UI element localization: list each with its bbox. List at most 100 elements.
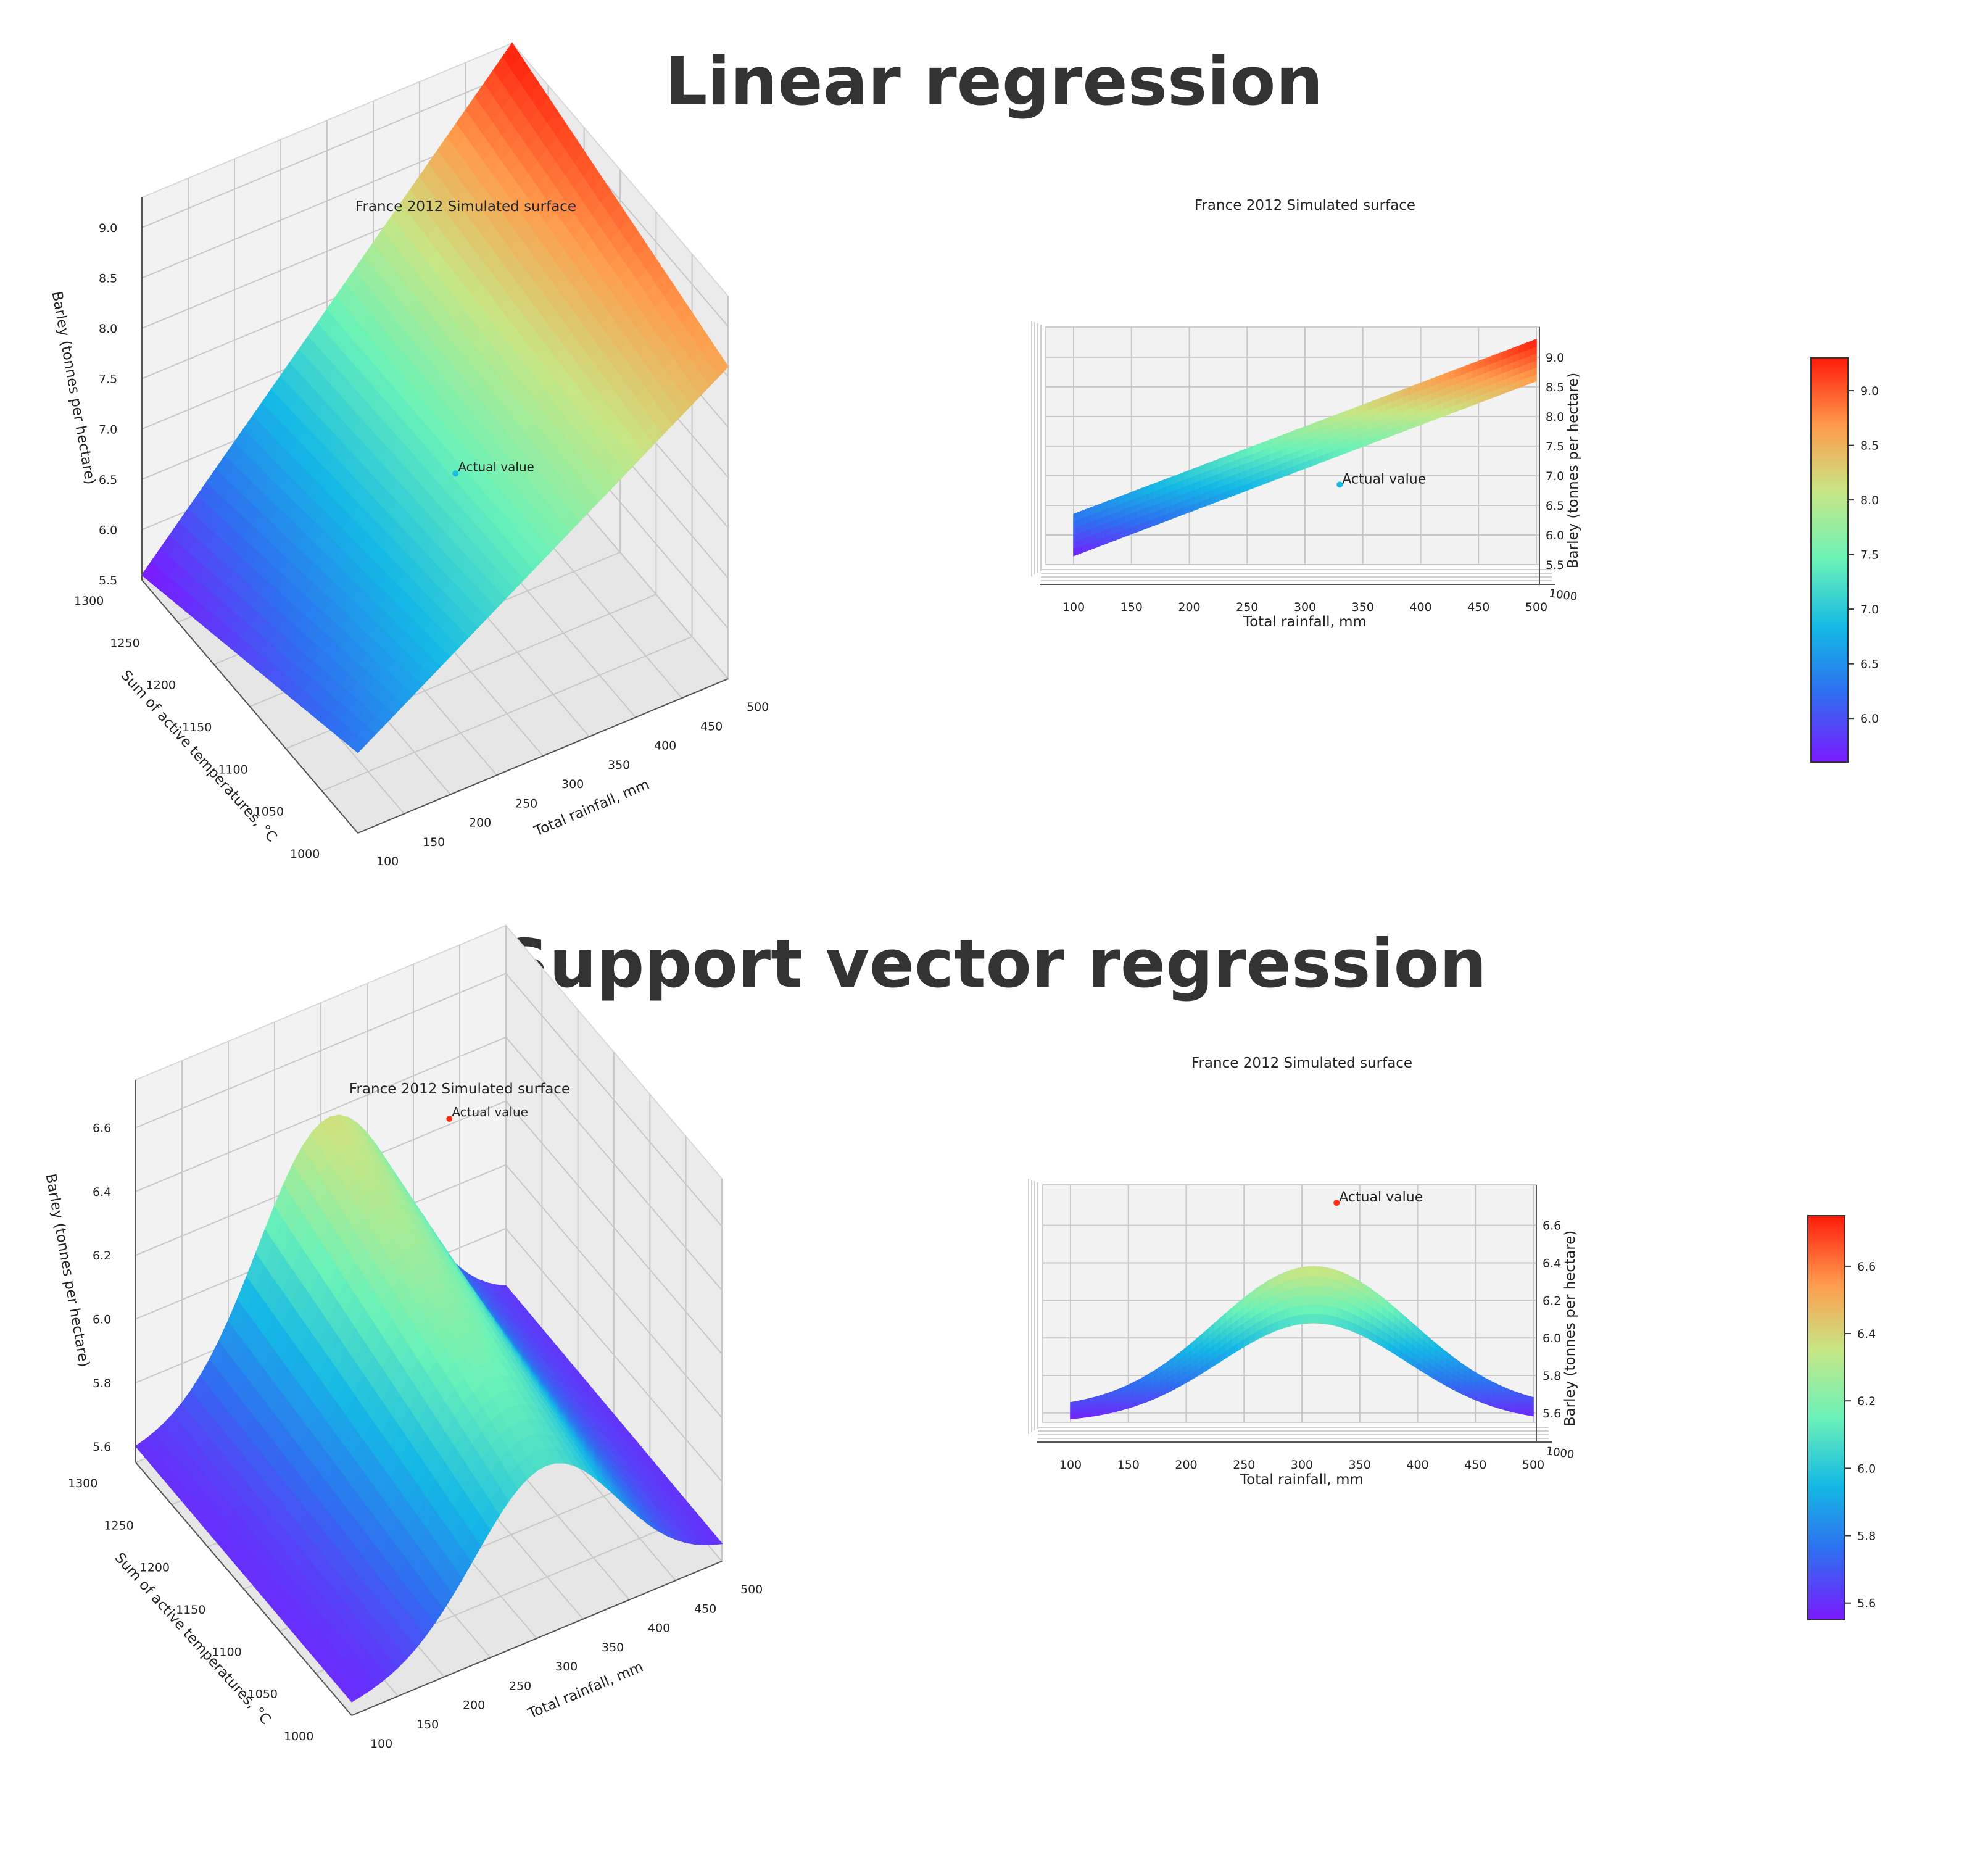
band-facet bbox=[1310, 421, 1317, 433]
panel-title: France 2012 Simulated surface bbox=[355, 199, 576, 215]
wall-grid-z bbox=[505, 1164, 723, 1419]
band-facet bbox=[1307, 1294, 1314, 1305]
x-tick-label: 350 bbox=[602, 1641, 624, 1654]
side-panel-3: 100 150 200 250 300 350 400 450 500 5.6 5.8 6.0 6.2 6… bbox=[1028, 1055, 1876, 1620]
colorbar-tick-label: 6.6 bbox=[1857, 1260, 1876, 1274]
band-facet bbox=[1333, 413, 1340, 424]
band-facet bbox=[1391, 391, 1398, 402]
band-facet bbox=[1295, 1313, 1303, 1325]
y-tick-label: 1000 bbox=[284, 1730, 313, 1743]
band-facet bbox=[1313, 1294, 1320, 1305]
x-tick-label: 250 bbox=[1236, 600, 1258, 614]
band-facet bbox=[1301, 1266, 1309, 1278]
band-facet bbox=[1319, 1276, 1326, 1287]
x-tick-label: 100 bbox=[370, 1737, 392, 1751]
wall-grid-z bbox=[505, 1100, 723, 1354]
band-facet bbox=[1235, 450, 1242, 461]
z-tick-label: 5.8 bbox=[1543, 1369, 1561, 1383]
band-facet bbox=[1402, 386, 1410, 397]
band-facet bbox=[1373, 397, 1381, 409]
band-facet bbox=[1246, 446, 1254, 457]
z-tick-label: 5.8 bbox=[93, 1377, 111, 1390]
surface bbox=[135, 1114, 723, 1703]
x-tick-label: 200 bbox=[1175, 1458, 1197, 1472]
band-facet bbox=[1455, 367, 1462, 378]
band-facet bbox=[1322, 417, 1329, 428]
z-tick-label: 7.0 bbox=[1546, 470, 1564, 483]
z-tick-label: 7.0 bbox=[99, 423, 117, 436]
z-tick-label: 9.0 bbox=[1546, 351, 1564, 365]
band-facet bbox=[1313, 1266, 1320, 1277]
z-tick-label: 6.6 bbox=[93, 1122, 111, 1135]
x-tick-label: 250 bbox=[509, 1679, 531, 1693]
band-facet bbox=[1206, 461, 1213, 472]
band-facet bbox=[1229, 452, 1236, 463]
band-facet bbox=[1524, 341, 1531, 352]
x-tick-label: 500 bbox=[740, 1583, 763, 1596]
z-axis-label: Barley (tonnes per hectare) bbox=[43, 1172, 93, 1368]
band-facet bbox=[1339, 410, 1346, 421]
actual-value-marker bbox=[446, 1116, 453, 1122]
panel-title: France 2012 Simulated surface bbox=[1195, 197, 1415, 214]
z-tick-label: 5.6 bbox=[1543, 1407, 1561, 1421]
surface-band bbox=[1070, 1266, 1534, 1420]
actual-value-marker bbox=[452, 470, 459, 477]
actual-value-label: Actual value bbox=[1342, 471, 1426, 487]
x-tick-label: 450 bbox=[694, 1602, 716, 1616]
colorbar-tick-label: 5.6 bbox=[1857, 1597, 1876, 1611]
band-facet bbox=[1154, 481, 1161, 492]
y-tick-label: 1150 bbox=[182, 721, 212, 734]
z-tick-label: 8.5 bbox=[99, 272, 117, 286]
z-tick-label: 7.5 bbox=[1546, 440, 1564, 454]
z-tick-label: 6.4 bbox=[1543, 1256, 1561, 1270]
band-facet bbox=[1330, 1268, 1337, 1280]
wall-grid-z bbox=[505, 1037, 723, 1291]
band-facet bbox=[1472, 360, 1479, 371]
band-facet bbox=[1301, 1303, 1309, 1315]
x-tick-label: 300 bbox=[1291, 1458, 1313, 1472]
y-tick-label: 1250 bbox=[104, 1519, 133, 1532]
band-facet bbox=[1307, 1285, 1314, 1296]
band-facet bbox=[1307, 1266, 1314, 1277]
x-tick-label: 400 bbox=[648, 1622, 670, 1635]
band-facet bbox=[1113, 496, 1120, 507]
y-tick-label: 1200 bbox=[140, 1561, 170, 1575]
z-tick-label: 6.0 bbox=[99, 523, 117, 537]
actual-value-label: Actual value bbox=[1339, 1190, 1423, 1205]
x-tick-label: 200 bbox=[469, 816, 491, 830]
z-axis-label: Barley (tonnes per hectare) bbox=[1565, 373, 1581, 569]
x-tick-label: 500 bbox=[1525, 600, 1547, 614]
floor-grid-y bbox=[321, 636, 693, 792]
wall-grid-z bbox=[505, 973, 723, 1227]
band-facet bbox=[1437, 373, 1444, 384]
actual-value-marker bbox=[1336, 481, 1343, 488]
band-facet bbox=[1319, 1313, 1326, 1324]
band-facet bbox=[1313, 1313, 1320, 1324]
band-facet bbox=[1307, 1275, 1314, 1287]
surface-facet bbox=[702, 1532, 723, 1545]
z-tick-label: 6.0 bbox=[93, 1313, 111, 1327]
linear-regression-title: Linear regression bbox=[665, 43, 1323, 120]
panel-title: France 2012 Simulated surface bbox=[349, 1081, 570, 1097]
z-tick-label: 8.0 bbox=[99, 322, 117, 336]
colorbar-tick-label: 7.0 bbox=[1860, 603, 1879, 616]
z-tick-label: 7.5 bbox=[99, 373, 117, 386]
x-tick-label: 300 bbox=[1294, 600, 1316, 614]
y-tick-label: 1300 bbox=[74, 594, 104, 608]
band-facet bbox=[1304, 424, 1312, 434]
colorbar-tick-label: 7.5 bbox=[1860, 549, 1879, 562]
band-facet bbox=[1119, 494, 1127, 505]
x-tick-label: 250 bbox=[1233, 1458, 1255, 1472]
band-facet bbox=[1075, 1400, 1083, 1405]
band-facet bbox=[1327, 415, 1335, 426]
band-facet bbox=[1319, 1303, 1326, 1315]
z-tick-label: 8.0 bbox=[1546, 410, 1564, 424]
wall-grid-z bbox=[141, 73, 513, 228]
x-tick-label: 500 bbox=[747, 700, 769, 714]
band-facet bbox=[1137, 487, 1144, 498]
surface bbox=[141, 42, 729, 753]
x-axis-label: Total rainfall, mm bbox=[1240, 1472, 1364, 1488]
band-facet bbox=[1275, 434, 1283, 446]
band-facet bbox=[1102, 500, 1109, 511]
